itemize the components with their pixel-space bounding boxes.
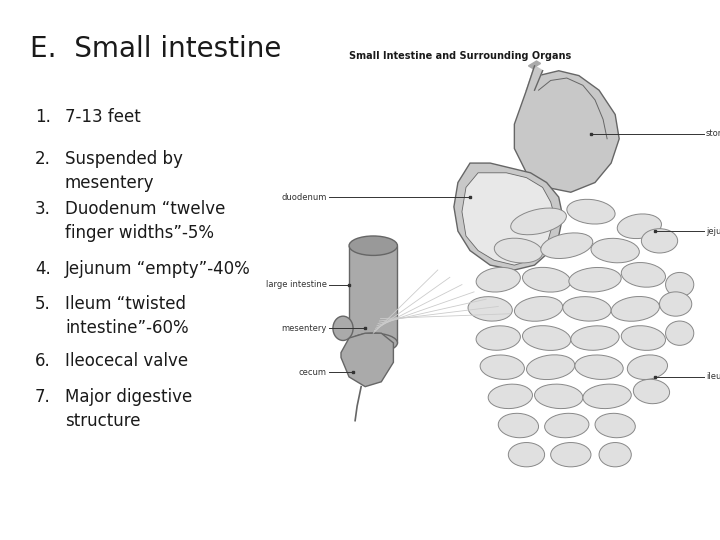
Ellipse shape: [642, 229, 678, 253]
Text: 7-13 feet: 7-13 feet: [65, 108, 140, 126]
Polygon shape: [454, 163, 563, 270]
Ellipse shape: [476, 326, 521, 350]
Ellipse shape: [544, 413, 589, 438]
Ellipse shape: [508, 443, 544, 467]
Ellipse shape: [349, 333, 397, 353]
Ellipse shape: [617, 214, 662, 239]
Text: mesentery: mesentery: [282, 324, 327, 333]
Text: Major digestive
structure: Major digestive structure: [65, 388, 192, 430]
Ellipse shape: [660, 292, 692, 316]
Ellipse shape: [488, 384, 533, 409]
Text: 6.: 6.: [35, 352, 50, 370]
Text: Ileum “twisted
intestine”-60%: Ileum “twisted intestine”-60%: [65, 295, 189, 336]
Text: Jejunum “empty”-40%: Jejunum “empty”-40%: [65, 260, 251, 278]
Text: ileum: ileum: [706, 373, 720, 381]
Text: Ileocecal valve: Ileocecal valve: [65, 352, 188, 370]
Ellipse shape: [523, 326, 571, 350]
Text: 5.: 5.: [35, 295, 50, 313]
Polygon shape: [526, 66, 543, 90]
Text: 7.: 7.: [35, 388, 50, 406]
Ellipse shape: [569, 267, 621, 292]
Ellipse shape: [599, 443, 631, 467]
Ellipse shape: [575, 355, 624, 380]
Text: Suspended by
mesentery: Suspended by mesentery: [65, 150, 183, 192]
Ellipse shape: [627, 355, 667, 380]
Ellipse shape: [526, 355, 575, 380]
Ellipse shape: [498, 413, 539, 438]
Text: 2.: 2.: [35, 150, 51, 168]
Ellipse shape: [551, 443, 591, 467]
Ellipse shape: [621, 262, 665, 287]
Polygon shape: [462, 173, 554, 265]
Ellipse shape: [541, 233, 593, 259]
Polygon shape: [341, 333, 393, 387]
Ellipse shape: [480, 355, 524, 380]
Ellipse shape: [468, 296, 513, 321]
Ellipse shape: [567, 199, 615, 224]
Text: E.  Small intestine: E. Small intestine: [30, 35, 282, 63]
Polygon shape: [514, 71, 619, 192]
Text: Small Intestine and Surrounding Organs: Small Intestine and Surrounding Organs: [349, 51, 571, 62]
Ellipse shape: [534, 384, 583, 409]
Ellipse shape: [476, 267, 521, 292]
Ellipse shape: [349, 236, 397, 255]
Ellipse shape: [510, 208, 567, 235]
Ellipse shape: [591, 238, 639, 263]
Ellipse shape: [634, 379, 670, 404]
Ellipse shape: [665, 272, 694, 297]
Text: duodenum: duodenum: [282, 193, 327, 201]
Ellipse shape: [665, 321, 694, 346]
Bar: [349, 246, 397, 343]
Ellipse shape: [333, 316, 353, 341]
Text: cecum: cecum: [299, 368, 327, 376]
Text: stomach: stomach: [706, 130, 720, 138]
Text: 1.: 1.: [35, 108, 51, 126]
Ellipse shape: [595, 413, 635, 438]
Text: 4.: 4.: [35, 260, 50, 278]
Ellipse shape: [495, 238, 542, 263]
Polygon shape: [528, 61, 541, 68]
Text: 3.: 3.: [35, 200, 51, 218]
Ellipse shape: [563, 296, 611, 321]
Text: Duodenum “twelve
finger widths”-5%: Duodenum “twelve finger widths”-5%: [65, 200, 225, 241]
Ellipse shape: [583, 384, 631, 409]
Ellipse shape: [611, 296, 660, 321]
Ellipse shape: [571, 326, 619, 350]
Text: large intestine: large intestine: [266, 280, 327, 289]
Ellipse shape: [523, 267, 571, 292]
Ellipse shape: [621, 326, 665, 350]
Text: jejunum: jejunum: [706, 227, 720, 235]
Ellipse shape: [515, 296, 562, 321]
